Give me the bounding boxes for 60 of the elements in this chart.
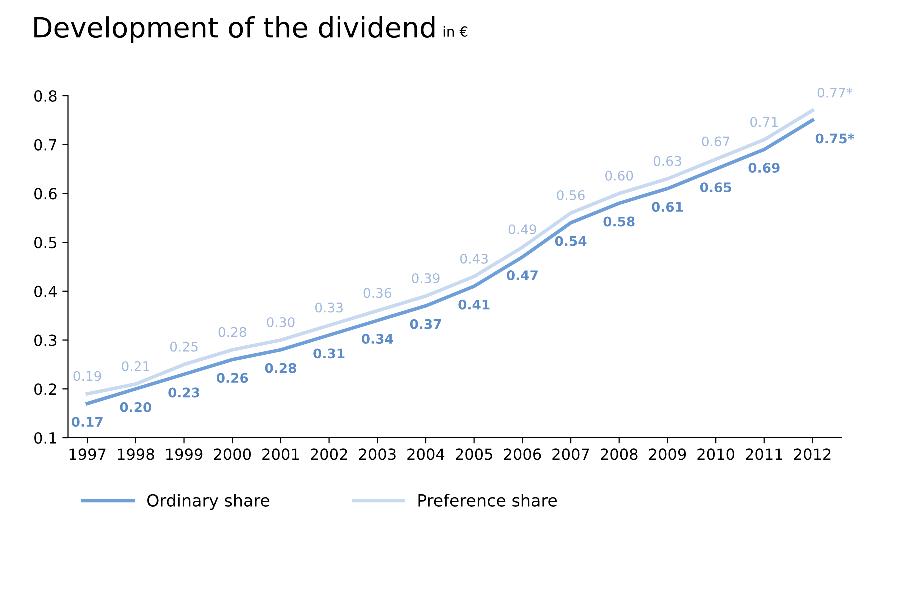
- x-tick-label: 1998: [118, 448, 154, 460]
- data-label: 0.39: [412, 273, 440, 284]
- data-label: 0.43: [460, 254, 488, 264]
- data-label: 0.26: [216, 373, 248, 384]
- data-label: 0.20: [120, 402, 152, 412]
- data-label: 0.41: [458, 300, 490, 310]
- x-tick-label: 2012: [794, 448, 831, 460]
- x-tick-label: 2004: [408, 448, 445, 460]
- y-tick-label: 0.5: [34, 237, 56, 249]
- x-tick-label: 2001: [262, 448, 299, 460]
- x-tick-label: 2002: [310, 448, 348, 460]
- data-label: 0.69: [748, 163, 780, 174]
- data-label: 0.65: [700, 182, 732, 193]
- legend-label: Preference share: [418, 494, 558, 507]
- data-label: 0.47: [507, 270, 538, 280]
- x-tick-label: 2003: [359, 448, 396, 460]
- data-label: 0.63: [654, 156, 682, 166]
- x-tick-label: 2000: [214, 448, 252, 460]
- data-label: 0.49: [508, 224, 536, 235]
- data-label: 0.34: [362, 334, 394, 344]
- data-label: 0.58: [604, 216, 635, 227]
- data-label: 0.77*: [818, 88, 853, 98]
- y-tick-label: 0.8: [34, 90, 57, 102]
- x-tick-label: 2008: [601, 448, 638, 460]
- data-label: 0.33: [315, 302, 343, 313]
- x-tick-label: 2011: [746, 448, 782, 460]
- y-tick-label: 0.3: [34, 334, 57, 346]
- data-label: 0.75*: [816, 134, 854, 144]
- data-label: 0.21: [122, 361, 150, 372]
- data-label: 0.36: [364, 288, 392, 298]
- data-label: 0.28: [218, 327, 246, 338]
- chart-title: Development of the dividend: [34, 16, 435, 44]
- data-label: 0.71: [750, 117, 778, 128]
- x-tick-label: 2005: [456, 448, 492, 460]
- data-label: 0.67: [702, 136, 730, 147]
- data-label: 0.28: [265, 363, 296, 374]
- data-label: 0.31: [314, 348, 345, 359]
- y-tick-label: 0.1: [34, 432, 56, 444]
- y-tick-label: 0.6: [34, 188, 57, 200]
- data-label: 0.60: [606, 170, 634, 181]
- data-label: 0.56: [557, 190, 585, 200]
- data-label: 0.19: [74, 371, 102, 382]
- x-tick-label: 2006: [504, 448, 542, 460]
- data-label: 0.54: [555, 236, 587, 246]
- y-tick-label: 0.2: [34, 384, 56, 396]
- data-label: 0.23: [168, 388, 200, 398]
- x-tick-label: 1997: [70, 448, 106, 460]
- data-label: 0.61: [652, 202, 684, 212]
- data-label: 0.17: [72, 417, 103, 428]
- x-tick-label: 2007: [552, 448, 590, 460]
- x-tick-label: 2010: [698, 448, 734, 460]
- chart-subtitle: in €: [444, 26, 468, 38]
- data-label: 0.25: [170, 342, 198, 352]
- data-label: 0.37: [410, 319, 442, 330]
- x-tick-label: 2009: [649, 448, 686, 460]
- y-tick-label: 0.4: [34, 286, 57, 298]
- x-tick-label: 1999: [166, 448, 203, 460]
- legend-label: Ordinary share: [148, 494, 270, 510]
- data-label: 0.30: [267, 317, 295, 328]
- y-tick-label: 0.7: [34, 139, 57, 151]
